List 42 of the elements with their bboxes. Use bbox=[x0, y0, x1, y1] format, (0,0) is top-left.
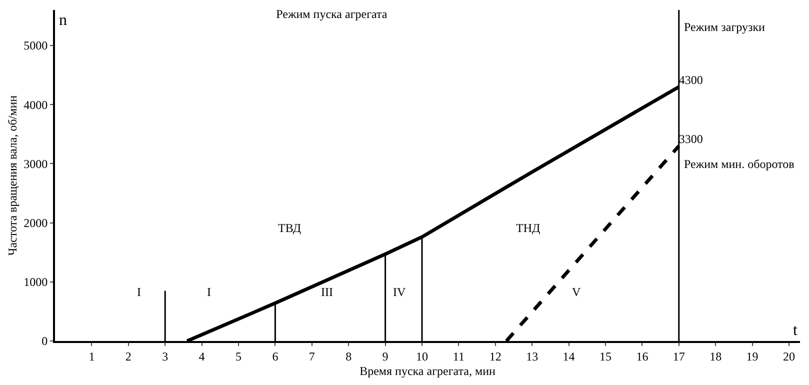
x-tick-label: 17 bbox=[672, 349, 685, 364]
x-tick-label: 15 bbox=[599, 349, 612, 364]
x-tick-label: 12 bbox=[489, 349, 502, 364]
annotation: n bbox=[59, 12, 67, 29]
annotation: t bbox=[793, 322, 798, 339]
x-tick-label: 8 bbox=[346, 349, 352, 364]
x-tick-label: 13 bbox=[526, 349, 538, 364]
y-tick-label: 1000 bbox=[24, 275, 48, 290]
data-label: 3300 bbox=[678, 132, 703, 146]
annotation: Режим мин. оборотов bbox=[684, 157, 795, 171]
x-tick-label: 6 bbox=[272, 349, 278, 364]
x-tick-label: 14 bbox=[562, 349, 575, 364]
x-tick-label: 20 bbox=[782, 349, 795, 364]
x-tick-label: 7 bbox=[308, 349, 315, 364]
y-tick-label: 4000 bbox=[24, 98, 48, 112]
x-tick-label: 9 bbox=[382, 349, 388, 364]
x-tick-label: 2 bbox=[125, 349, 132, 364]
annotation: V bbox=[572, 285, 581, 299]
y-tick-label: 5000 bbox=[24, 38, 48, 53]
y-tick-label: 2000 bbox=[24, 216, 48, 230]
annotation: III bbox=[321, 285, 333, 299]
x-tick-label: 4 bbox=[198, 349, 205, 364]
x-tick-label: 10 bbox=[416, 349, 428, 364]
data-label: 4300 bbox=[678, 72, 703, 87]
x-tick-label: 3 bbox=[162, 349, 168, 364]
y-tick-label: 0 bbox=[42, 334, 48, 348]
x-tick-label: 19 bbox=[746, 349, 758, 364]
annotation: ТВД bbox=[278, 221, 302, 235]
x-tick-label: 11 bbox=[452, 349, 464, 364]
x-tick-label: 1 bbox=[88, 349, 95, 364]
x-axis-title: Время пуска агрегата, мин bbox=[360, 364, 496, 378]
x-tick-label: 16 bbox=[636, 349, 648, 364]
annotation: I bbox=[137, 285, 141, 299]
annotation: ТНД bbox=[516, 221, 540, 235]
x-tick-label: 18 bbox=[710, 349, 722, 364]
annotation: IV bbox=[393, 285, 406, 299]
y-axis-title: Частота вращения вала, об/мин bbox=[5, 94, 20, 256]
chart-title: Режим пуска агрегата bbox=[276, 7, 388, 22]
annotation: I bbox=[207, 285, 211, 299]
annotation: Режим загрузки bbox=[684, 20, 766, 34]
y-tick-label: 3000 bbox=[24, 156, 48, 171]
x-tick-label: 5 bbox=[236, 349, 242, 364]
